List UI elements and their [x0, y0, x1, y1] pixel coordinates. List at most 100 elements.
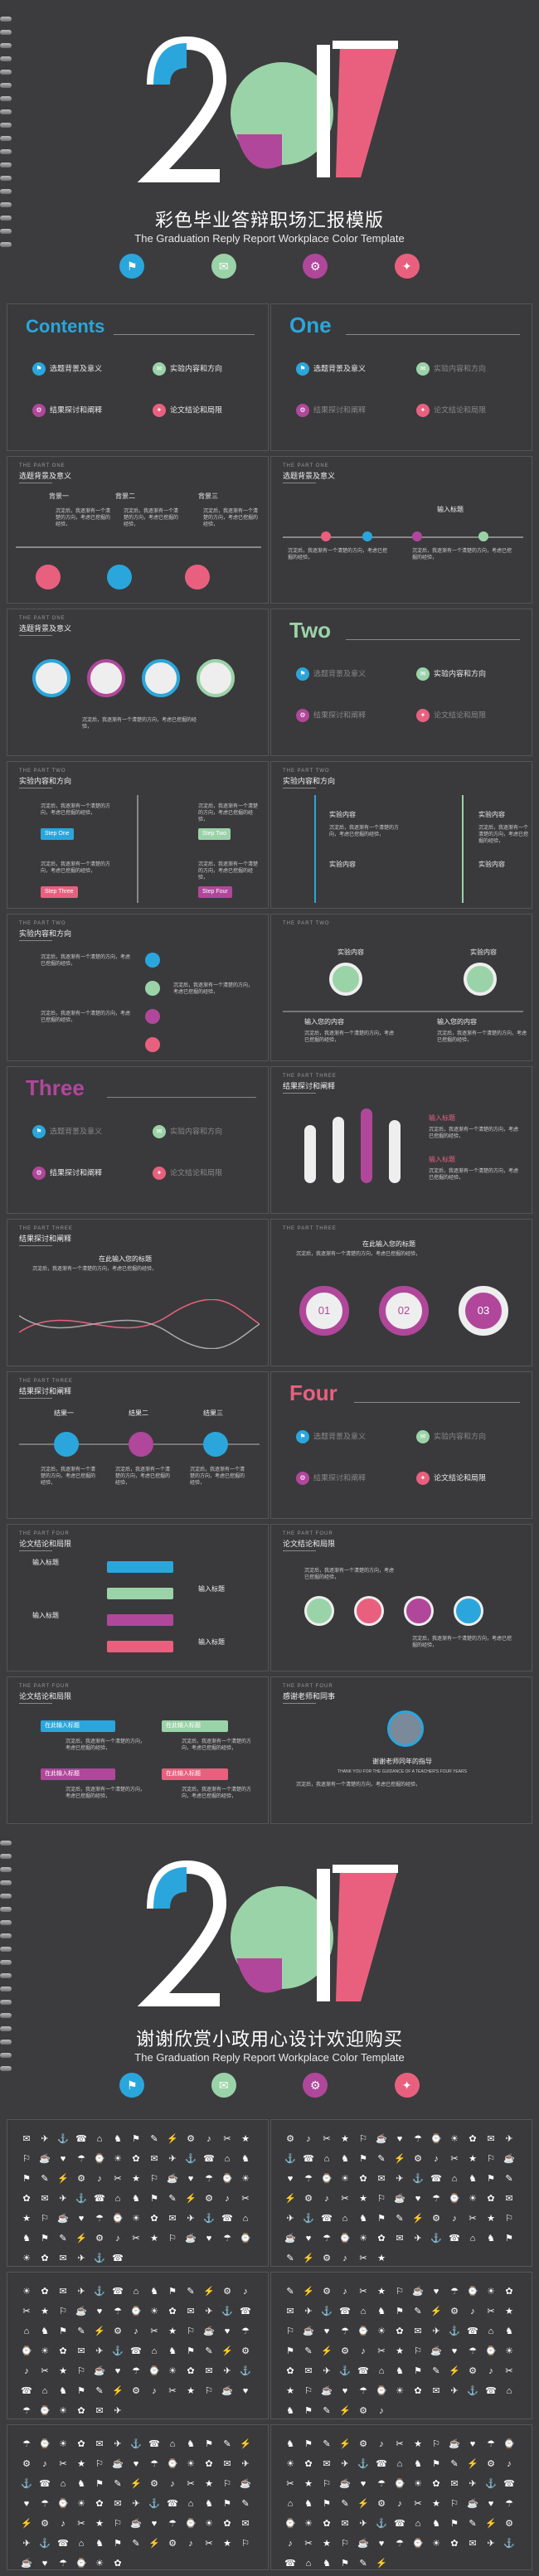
- flag-icon: ⚑: [22, 2174, 31, 2184]
- phone-icon: ☎: [21, 2386, 32, 2396]
- gear-icon: ⚙: [150, 2479, 158, 2489]
- flower-icon: ✿: [304, 2459, 313, 2469]
- year-2017-logo: [137, 36, 398, 182]
- flag-outline-icon: ⚐: [59, 2307, 67, 2316]
- chess-icon: ♞: [505, 2326, 513, 2336]
- pencil-icon: ✎: [341, 2499, 349, 2509]
- heart-icon: ♥: [451, 2346, 458, 2356]
- chess-icon: ♞: [286, 2439, 294, 2449]
- slide-title: 结果探讨和阐释: [283, 1080, 335, 1094]
- contents-heading: Contents: [26, 316, 105, 337]
- flower-icon: ✿: [323, 2519, 331, 2529]
- home-icon: ⌂: [469, 2234, 476, 2244]
- umbrella-icon: ☂: [487, 2439, 495, 2449]
- star-icon: ★: [487, 2214, 495, 2224]
- heart-icon: ♥: [60, 2154, 66, 2164]
- icon-library-5: ☂ ⌚ ☀ ✿ ✉ ✈ ⚓ ☎ ⌂ ♞ ⚑ ✎ ⚡ ⚙ ♪ ✂ ★ ⚐ ☕ ♥ ☂ ⌚ ☀ ✿ ✉ ✈ ⚓ ☎ ⌂ ♞ ⚑ ✎ ⚡ ⚙ ♪ ✂ ★ ⚐ ☕ ♥…: [7, 2424, 269, 2570]
- chess-icon: ♞: [487, 2234, 495, 2244]
- heart-icon: ♥: [114, 2366, 121, 2376]
- umbrella-icon: ☂: [41, 2499, 49, 2509]
- pencil-icon: ✎: [359, 2559, 367, 2569]
- star-icon: ★: [168, 2326, 177, 2336]
- flag-icon: ⚑: [187, 2346, 195, 2356]
- menu-item-1: ⚑ 选题背景及意义: [32, 362, 102, 376]
- anchor-icon: ⚓: [75, 2194, 87, 2204]
- gear-icon: ⚙: [377, 2499, 386, 2509]
- coffee-icon: ☕: [112, 2459, 124, 2469]
- watch-icon: ⌚: [75, 2559, 87, 2569]
- chess-icon: ♞: [59, 2386, 67, 2396]
- flag-icon: ⚑: [505, 2234, 513, 2244]
- gear-icon: ⚙: [22, 2459, 31, 2469]
- bulb-icon: ✦: [416, 404, 430, 417]
- scissors-icon: ✂: [396, 2439, 404, 2449]
- icon-grid: ♞ ⚑ ✎ ⚡ ⚙ ♪ ✂ ★ ⚐ ☕ ♥ ☂ ⌚ ☀ ✿ ✉ ✈ ⚓ ☎ ⌂ ♞ ⚑ ✎ ⚡ ⚙ ♪ ✂ ★ ⚐ ☕ ♥ ☂ ⌚ ☀ ✿ ✉ ✈ ⚓ ☎ ⌂…: [283, 2437, 522, 2576]
- music-icon: ♪: [342, 2287, 347, 2297]
- watch-icon: ⌚: [339, 2234, 351, 2244]
- heart-icon: ♥: [287, 2174, 294, 2184]
- phone-icon: ☎: [449, 2234, 460, 2244]
- umbrella-icon: ☂: [22, 2439, 31, 2449]
- user-icon: [107, 565, 132, 589]
- slide-part-four: Four ⚑ 选题背景及意义 ✉ 实验内容和方向 ⚙ 结果探讨和阐释 ✦ 论文结论和局限: [270, 1371, 532, 1519]
- pencil-icon: ✎: [286, 2253, 294, 2263]
- plane-icon: ✈: [304, 2307, 313, 2316]
- heart-icon: ♥: [224, 2326, 231, 2336]
- menu-item-1: ⚑ 选题背景及意义: [296, 362, 366, 376]
- star-icon: ★: [132, 2174, 140, 2184]
- phone-icon: ☎: [376, 2459, 387, 2469]
- flower-icon: ✿: [223, 2519, 231, 2529]
- four-heading: Four: [289, 1380, 337, 1405]
- chess-icon: ♞: [22, 2234, 31, 2244]
- anchor-icon: ⚓: [339, 2366, 351, 2376]
- sun-icon: ☀: [205, 2519, 213, 2529]
- slide-title: 选题背景及意义: [19, 623, 71, 636]
- flower-icon: ✿: [77, 2406, 85, 2416]
- music-icon: ♪: [470, 2307, 475, 2316]
- chat-icon: ✉: [211, 2073, 236, 2098]
- music-icon: ♪: [306, 2134, 311, 2144]
- menu-item-4: ✦ 论文结论和局限: [153, 1167, 222, 1180]
- watch-icon: ⌚: [284, 2519, 296, 2529]
- plane-icon: ✈: [132, 2499, 140, 2509]
- umbrella-icon: ☂: [77, 2154, 85, 2164]
- slide-title: 结果探讨和阐释: [19, 1233, 71, 1246]
- slide-circle-flow: THE PART ONE 选题背景及意义 沉淀后，我逐渐有一个清楚的方向，考虑已…: [7, 609, 269, 756]
- icon-library-6: ♞ ⚑ ✎ ⚡ ⚙ ♪ ✂ ★ ⚐ ☕ ♥ ☂ ⌚ ☀ ✿ ✉ ✈ ⚓ ☎ ⌂ ♞ ⚑ ✎ ⚡ ⚙ ♪ ✂ ★ ⚐ ☕ ♥ ☂ ⌚ ☀ ✿ ✉ ✈ ⚓ ☎ ⌂…: [270, 2424, 532, 2570]
- umbrella-icon: ☂: [396, 2539, 404, 2549]
- flag-icon: ⚑: [59, 2326, 67, 2336]
- slide-contents: Contents ⚑ 选题背景及意义 ✉ 实验内容和方向 ⚙ 结果探讨和阐释 ✦ 论文结…: [7, 303, 269, 451]
- pencil-icon: ✎: [396, 2214, 404, 2224]
- network-icon: [129, 1432, 153, 1457]
- plane-icon: ✈: [241, 2459, 250, 2469]
- scissors-icon: ✂: [304, 2539, 313, 2549]
- scissors-icon: ✂: [359, 2253, 367, 2263]
- chess-icon: ♞: [377, 2307, 386, 2316]
- home-icon: ⌂: [396, 2459, 403, 2469]
- bolt-icon: ⚡: [75, 2234, 87, 2244]
- phone-icon: ☎: [321, 2214, 333, 2224]
- gear-icon: ⚙: [32, 404, 46, 417]
- anchor-icon: ⚓: [376, 2519, 387, 2529]
- umbrella-icon: ☂: [450, 2287, 459, 2297]
- flower-icon: ✿: [187, 2366, 195, 2376]
- flag-outline-icon: ⚐: [22, 2154, 31, 2164]
- flower-icon: ✿: [114, 2559, 122, 2569]
- music-icon: ♪: [379, 2439, 384, 2449]
- scissors-icon: ✂: [377, 2346, 386, 2356]
- flag-outline-icon: ⚐: [187, 2326, 195, 2336]
- mail-icon: ✉: [41, 2194, 49, 2204]
- sun-icon: ☀: [95, 2559, 104, 2569]
- pencil-icon: ✎: [150, 2134, 158, 2144]
- flag-outline-icon: ⚐: [396, 2287, 404, 2297]
- heart-icon: ♥: [378, 2539, 385, 2549]
- coffee-icon: ☕: [339, 2479, 351, 2489]
- star-icon: ★: [304, 2479, 313, 2489]
- watch-icon: ⌚: [39, 2439, 51, 2449]
- anchor-icon: ⚓: [185, 2154, 197, 2164]
- slide-capsule-bars: THE PART THREE 结果探讨和阐释 输入标题 输入标题 沉淀后，我逐渐…: [270, 1066, 532, 1214]
- bolt-icon: ⚡: [112, 2386, 124, 2396]
- icon-library-4: ✎ ⚡ ⚙ ♪ ✂ ★ ⚐ ☕ ♥ ☂ ⌚ ☀ ✿ ✉ ✈ ⚓ ☎ ⌂ ♞ ⚑ ✎ ⚡ ⚙ ♪ ✂ ★ ⚐ ☕ ♥ ☂ ⌚ ☀ ✿ ✉ ✈ ⚓ ☎ ⌂ ♞ ⚑…: [270, 2272, 532, 2419]
- phone-icon: [36, 565, 61, 589]
- heart-icon: ♥: [23, 2499, 30, 2509]
